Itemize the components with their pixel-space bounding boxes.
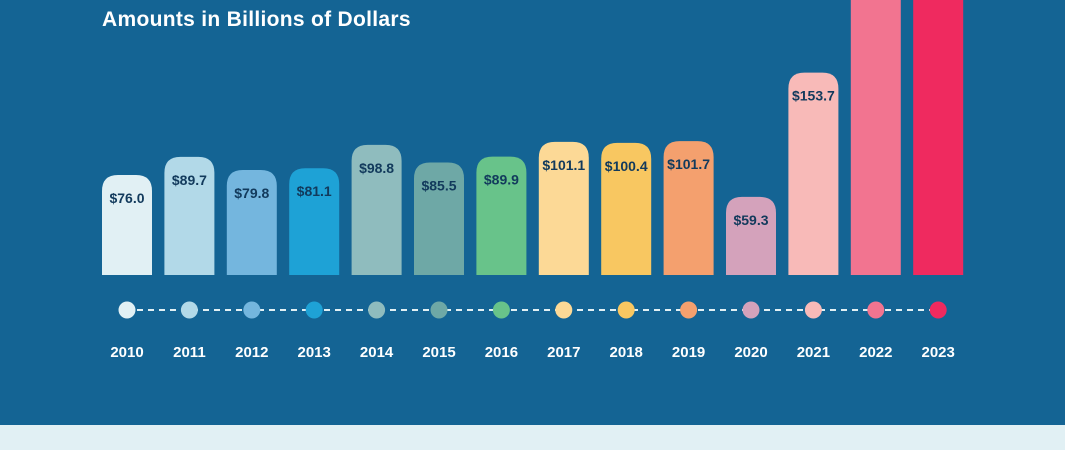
- timeline-dot-2016: [492, 301, 510, 319]
- value-label-2021: $153.7: [792, 88, 835, 104]
- value-label-2020: $59.3: [733, 212, 768, 228]
- year-label-2023: 2023: [922, 344, 955, 361]
- bar-2023: [913, 0, 964, 275]
- value-label-2019: $101.7: [667, 156, 710, 172]
- value-label-2011: $89.7: [172, 172, 207, 188]
- chart-title: Amounts in Billions of Dollars: [102, 8, 411, 31]
- year-label-2021: 2021: [797, 344, 830, 361]
- bar-2022: [850, 0, 901, 275]
- bar-2014: [351, 144, 402, 275]
- timeline-dot-2010: [118, 301, 136, 319]
- year-label-2019: 2019: [672, 344, 705, 361]
- bar-2011: [164, 156, 215, 275]
- timeline-dot-2023: [929, 301, 947, 319]
- year-label-2017: 2017: [547, 344, 580, 361]
- bar-2019: [663, 141, 714, 275]
- value-label-2018: $100.4: [605, 158, 648, 174]
- year-label-2022: 2022: [859, 344, 892, 361]
- timeline-dot-2021: [804, 301, 822, 319]
- timeline-dot-2018: [617, 301, 635, 319]
- year-label-2011: 2011: [173, 344, 206, 361]
- year-label-2016: 2016: [485, 344, 518, 361]
- bar-2021: [788, 72, 839, 275]
- bar-2016: [476, 156, 527, 275]
- value-label-2015: $85.5: [421, 177, 456, 193]
- value-label-2014: $98.8: [359, 160, 394, 176]
- value-label-2013: $81.1: [297, 183, 332, 199]
- timeline-dot-2017: [555, 301, 573, 319]
- timeline-dot-2015: [430, 301, 448, 319]
- timeline-dot-2012: [243, 301, 261, 319]
- bar-2018: [601, 142, 652, 275]
- timeline-dot-2013: [305, 301, 323, 319]
- year-label-2014: 2014: [360, 344, 394, 361]
- bar-2013: [289, 168, 340, 275]
- year-labels-layer: 2010 2011 2012 2013 2014 2015 2016 2017 2018 2019…: [110, 344, 955, 361]
- year-label-2020: 2020: [734, 344, 767, 361]
- value-label-2017: $101.1: [542, 157, 585, 173]
- bar-2015: [414, 162, 464, 275]
- bar-chart: $76.0 $89.7 $79.8 $81.1 $98.8 $85.5 $89.9 $101.…: [102, 0, 964, 361]
- value-labels-layer: $76.0 $89.7 $79.8 $81.1 $98.8 $85.5 $89.9 $101.…: [109, 88, 835, 228]
- bars-layer: [102, 0, 964, 275]
- value-label-2010: $76.0: [109, 190, 144, 206]
- value-label-2016: $89.9: [484, 172, 519, 188]
- timeline-dot-2020: [742, 301, 760, 319]
- value-label-2012: $79.8: [234, 185, 269, 201]
- year-label-2010: 2010: [110, 344, 143, 361]
- footer-band: [0, 425, 1065, 450]
- bar-2017: [538, 141, 589, 275]
- timeline-dot-2011: [180, 301, 198, 319]
- timeline-dot-2014: [368, 301, 386, 319]
- year-label-2015: 2015: [422, 344, 455, 361]
- bar-2012: [226, 169, 277, 275]
- timeline-dot-2019: [680, 301, 698, 319]
- bar-2010: [102, 174, 152, 275]
- year-label-2013: 2013: [298, 344, 331, 361]
- year-label-2018: 2018: [610, 344, 643, 361]
- timeline-dot-2022: [867, 301, 885, 319]
- year-label-2012: 2012: [235, 344, 268, 361]
- bar-2020: [726, 196, 776, 275]
- timeline-dots-layer: [118, 301, 947, 319]
